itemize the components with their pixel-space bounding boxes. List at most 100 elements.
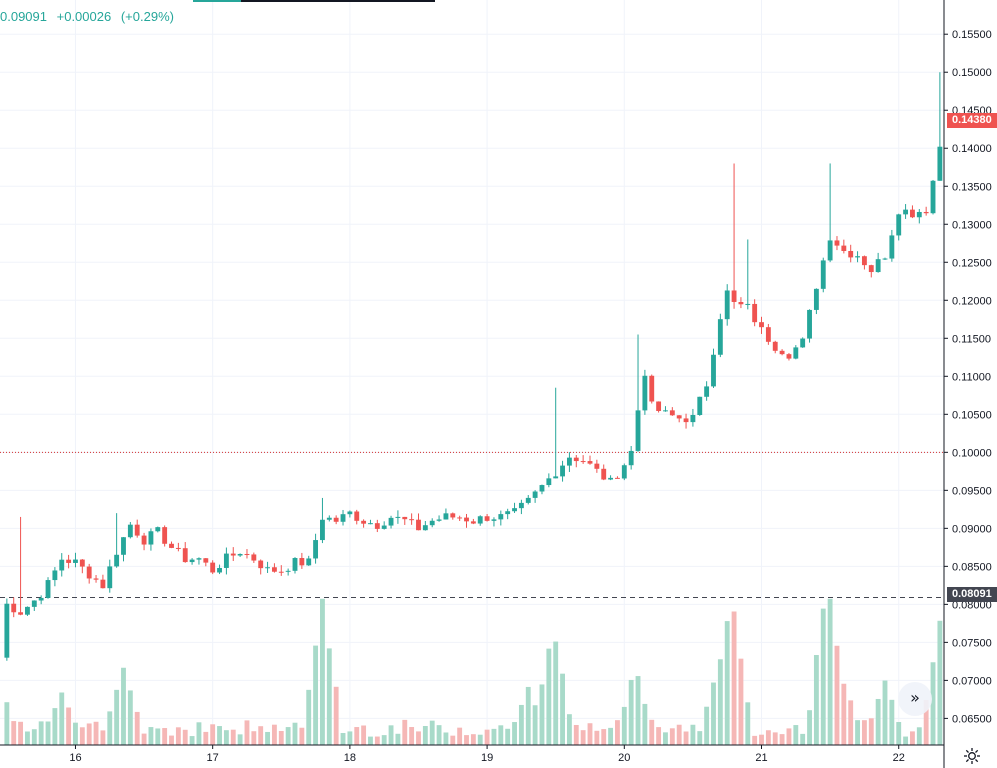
candle-body (285, 570, 291, 572)
volume-bar (141, 733, 147, 745)
candle-body (203, 558, 209, 563)
volume-bar (354, 727, 360, 745)
candle-body (368, 523, 373, 525)
volume-bars (4, 598, 950, 745)
volume-bar (580, 730, 586, 745)
y-tick-label: 0.13000 (952, 219, 992, 231)
volume-bar (175, 727, 181, 745)
candle-body (189, 559, 195, 563)
candle-body (141, 535, 147, 545)
candle-body (237, 553, 243, 556)
candlesticks (4, 72, 950, 661)
volume-bar (608, 727, 614, 745)
volume-bar (553, 641, 559, 745)
candle-body (841, 245, 847, 251)
volume-bar (169, 735, 174, 745)
volume-bar (649, 719, 655, 745)
volume-bar (18, 721, 24, 745)
volume-bar (868, 718, 874, 745)
volume-bar (333, 686, 339, 745)
price-legend: 0.09091 +0.00026 (+0.29%) (0, 9, 180, 24)
x-tick-label: 17 (207, 752, 219, 764)
candle-body (265, 567, 270, 569)
volume-bar (731, 611, 737, 745)
candle-body (52, 570, 58, 581)
candle-body (443, 513, 449, 520)
x-tick-label: 22 (893, 752, 905, 764)
volume-bar (807, 710, 812, 745)
volume-bar (134, 711, 140, 745)
volume-bar (793, 725, 799, 745)
volume-bar (326, 648, 332, 745)
volume-bar (52, 708, 58, 745)
x-tick-label: 18 (344, 752, 356, 764)
volume-bar (25, 731, 30, 745)
candle-body (848, 250, 854, 258)
volume-bar (66, 707, 72, 745)
volume-bar (368, 736, 373, 745)
volume-bar (717, 659, 723, 745)
candle-body (779, 350, 785, 355)
candle-body (628, 450, 634, 466)
time-axis[interactable]: 16 17 18 19 20 21 22 (69, 745, 905, 764)
volume-bar (916, 727, 922, 745)
candle-body (594, 463, 600, 469)
horizontal-lines (0, 451, 944, 598)
volume-bar (923, 700, 929, 745)
candle-body (292, 558, 298, 571)
volume-bar (676, 724, 682, 745)
volume-bar (711, 682, 716, 745)
candle-body (690, 414, 696, 423)
candle-body (148, 531, 154, 545)
candle-body (464, 517, 469, 522)
volume-bar (244, 720, 250, 745)
volume-bar (4, 702, 10, 745)
last-price-badge: 0.14380 (947, 113, 997, 128)
candle-body (436, 519, 442, 521)
candle-body (4, 603, 10, 658)
volume-bar (745, 702, 751, 745)
gear-icon[interactable] (962, 746, 982, 766)
volume-bar (79, 727, 85, 745)
candle-body (861, 256, 867, 266)
volume-bar (203, 731, 209, 745)
candle-body (306, 558, 312, 566)
candle-body (86, 566, 92, 579)
candle-body (745, 303, 751, 305)
volume-bar (38, 721, 44, 745)
volume-bar (470, 734, 476, 745)
candle-body (683, 418, 689, 423)
volume-bar (347, 731, 353, 745)
candle-body (361, 520, 367, 524)
volume-bar (196, 722, 202, 745)
volume-bar (292, 722, 298, 745)
candle-body (477, 516, 483, 524)
candle-body (882, 258, 888, 260)
volume-bar (45, 721, 51, 745)
y-tick-label: 0.07000 (952, 675, 992, 687)
y-tick-label: 0.15500 (952, 29, 992, 41)
candle-body (711, 354, 716, 387)
candle-body (889, 235, 895, 259)
candle-body (855, 256, 860, 258)
candle-body (320, 519, 325, 541)
volume-bar (566, 714, 572, 745)
volume-bar (498, 725, 504, 745)
candle-body (217, 567, 222, 573)
candle-body (525, 497, 531, 503)
volume-bar (265, 731, 270, 745)
candle-body (621, 465, 627, 479)
candle-body (155, 527, 161, 532)
candle-body (169, 543, 174, 548)
volume-bar (861, 720, 867, 745)
volume-bar (457, 727, 463, 745)
candle-body (333, 517, 339, 522)
y-tick-label: 0.15000 (952, 67, 992, 79)
candle-body (813, 288, 819, 310)
volume-bar (930, 662, 936, 745)
candle-body (299, 558, 305, 566)
volume-bar (107, 711, 113, 745)
candle-body (800, 338, 806, 348)
double-chevron-right-icon[interactable]: » (898, 682, 932, 716)
